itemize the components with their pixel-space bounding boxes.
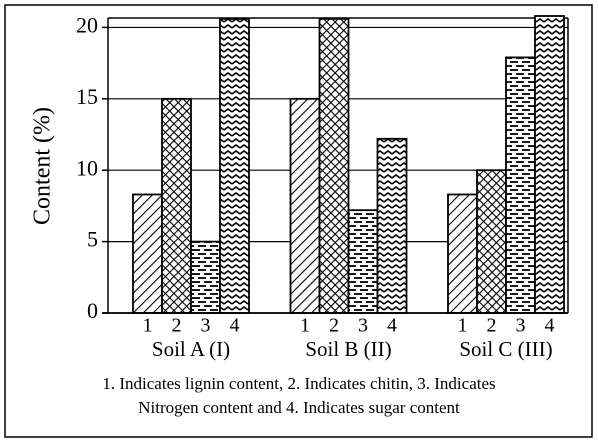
series-label: 4 [387,315,397,337]
note: 1. Indicates lignin content, 2. Indicate… [102,374,495,393]
series-label: 2 [172,315,182,337]
bar [190,240,221,314]
bar [289,97,321,314]
series-label: 2 [487,315,497,337]
series-label: 4 [230,315,240,337]
series-label: 3 [201,315,211,337]
y-tick-label: 0 [87,298,98,323]
series-label: 1 [300,315,310,337]
bar [219,17,250,314]
bar [534,15,565,314]
series-label: 3 [516,315,526,337]
y-tick-label: 10 [76,155,98,180]
bar [376,137,408,314]
series-label: 1 [143,315,153,337]
bar [476,169,507,314]
series-label: 4 [545,315,555,337]
bar [347,209,379,314]
bar [505,56,536,314]
series-label: 2 [329,315,339,337]
bar [447,193,478,314]
bar [318,17,350,314]
x-tick-label: Soil A (I) [152,337,230,361]
y-tick-label: 15 [76,84,98,109]
bar [132,193,163,314]
y-tick-label: 5 [87,227,98,252]
series-label: 1 [458,315,468,337]
y-axis-label: Content (%) [30,107,56,225]
bar [161,97,192,314]
series-label: 3 [358,315,368,337]
x-tick-label: Soil C (III) [459,337,552,361]
note: Nitrogen content and 4. Indicates sugar … [138,398,460,417]
frame [4,4,593,438]
x-tick-label: Soil B (II) [305,337,391,361]
y-tick-label: 20 [76,12,98,37]
